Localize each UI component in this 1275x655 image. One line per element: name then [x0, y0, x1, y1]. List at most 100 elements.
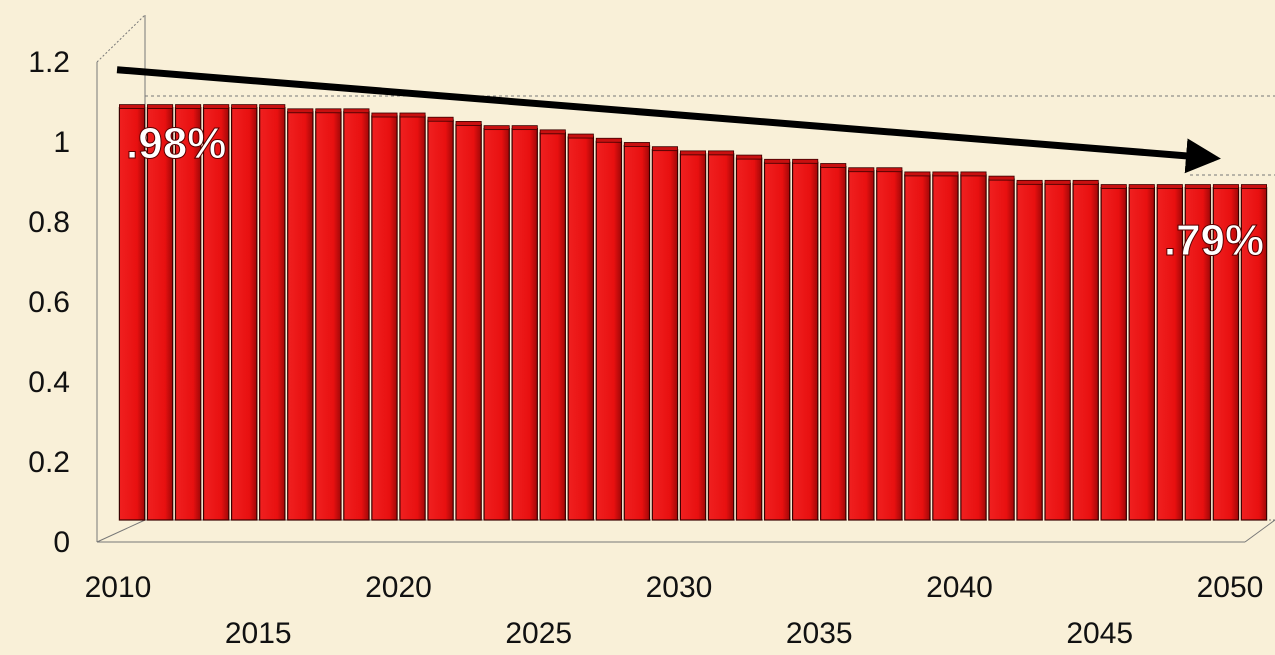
bar-face: [791, 161, 819, 521]
annotations: .98% .79%: [126, 119, 1265, 266]
bar: [1156, 184, 1184, 521]
y-tick-label: 0.8: [28, 206, 70, 239]
bar: [679, 150, 707, 521]
x-tick-label: 2050: [1197, 571, 1264, 604]
bar-face: [259, 106, 286, 521]
bar-face: [679, 153, 707, 521]
bar: [960, 171, 987, 521]
bars: [118, 104, 1268, 521]
bar-face: [651, 149, 679, 521]
bar-face: [1100, 186, 1127, 521]
annotation-label: .79%: [1164, 216, 1264, 265]
bar-face: [1212, 186, 1240, 521]
bar-face: [1184, 186, 1212, 521]
x-tick-label: 2040: [926, 571, 993, 604]
bar-top: [119, 104, 146, 109]
bar-face: [174, 106, 202, 521]
bar: [259, 104, 286, 521]
bar-face: [763, 161, 791, 521]
bar: [343, 108, 370, 521]
bar-face: [735, 157, 763, 521]
bar-top: [848, 167, 875, 173]
bar-top: [932, 171, 959, 177]
bar: [539, 129, 566, 521]
x-tick-label: 2025: [505, 617, 572, 650]
bar-face: [904, 174, 931, 521]
bar: [988, 175, 1015, 521]
bar: [118, 104, 146, 521]
bar-top: [1184, 184, 1211, 189]
bar-top: [988, 175, 1015, 181]
bar-top: [511, 125, 538, 131]
bar-face: [1044, 182, 1071, 521]
bar-face: [146, 106, 174, 521]
bar: [427, 116, 454, 521]
bar-face: [118, 106, 146, 521]
bar-face: [287, 111, 314, 521]
bar-face: [1016, 182, 1043, 521]
bar: [483, 125, 510, 521]
bar: [315, 108, 342, 521]
bar: [511, 125, 538, 521]
x-tick-label: 2030: [646, 571, 713, 604]
y-tick-label: 0.4: [28, 366, 70, 399]
bar-top: [1044, 179, 1071, 185]
bar: [876, 167, 903, 521]
x-tick-label: 2035: [786, 617, 853, 650]
x-tick-label: 2045: [1066, 617, 1133, 650]
bar-top: [623, 142, 650, 147]
bar: [1184, 184, 1212, 521]
y-tick-label: 0.2: [28, 446, 70, 479]
bar-top: [1212, 184, 1239, 189]
bar: [595, 137, 623, 521]
bar-top: [203, 104, 230, 109]
bar: [763, 158, 791, 521]
bar-face: [932, 174, 959, 521]
bar: [791, 158, 819, 521]
bar: [1044, 179, 1071, 521]
bar: [651, 146, 679, 521]
y-tick-label: 1.2: [28, 46, 70, 79]
bar-top: [567, 133, 594, 139]
trend-arrow-layer: [116, 66, 1221, 174]
bar-face: [202, 106, 230, 521]
bar: [1128, 184, 1156, 521]
bar-face: [399, 115, 426, 521]
bar-top: [708, 150, 735, 156]
bar-top: [399, 112, 426, 118]
bar-face: [595, 140, 623, 521]
bar-top: [371, 112, 398, 118]
wall-corner-top: [96, 14, 146, 63]
bar: [1100, 184, 1127, 521]
bar-face: [455, 123, 482, 521]
bar: [1212, 184, 1240, 521]
y-tick-label: 1: [53, 126, 70, 159]
bar-top: [876, 167, 903, 173]
bar-top: [736, 154, 763, 160]
bar-face: [511, 128, 538, 521]
bar: [399, 112, 426, 521]
annotation-label: .98%: [126, 119, 226, 168]
bar-face: [848, 170, 875, 521]
bar-top: [175, 104, 202, 109]
bar: [848, 167, 875, 521]
bar-top: [147, 104, 174, 109]
bar-top: [792, 158, 819, 164]
bar: [735, 154, 763, 521]
bar-face: [707, 153, 735, 521]
bar-face: [315, 111, 342, 521]
bar: [455, 121, 482, 521]
bar-top: [539, 129, 566, 135]
bar: [1072, 179, 1099, 521]
bar-face: [988, 178, 1015, 521]
bar-top: [1100, 184, 1127, 189]
bar-face: [567, 136, 595, 521]
floor-left-edge: [96, 519, 146, 543]
bar-top: [315, 108, 342, 114]
bar: [623, 142, 651, 521]
bar: [567, 133, 595, 521]
bar: [1240, 184, 1268, 521]
trend-arrow: [116, 66, 1221, 174]
bar-top: [455, 121, 482, 126]
y-tick-label: 0: [53, 526, 70, 559]
